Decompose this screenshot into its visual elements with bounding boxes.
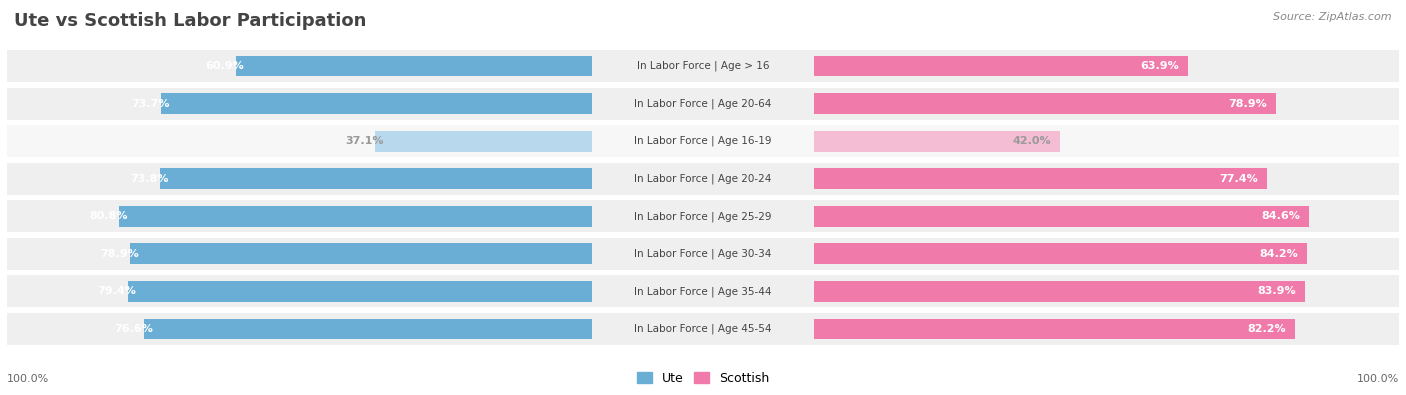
Bar	[814, 206, 1309, 227]
Bar	[128, 281, 592, 302]
Text: In Labor Force | Age 45-54: In Labor Force | Age 45-54	[634, 324, 772, 334]
Bar	[7, 163, 592, 195]
Text: 76.6%: 76.6%	[114, 324, 153, 334]
Bar	[814, 50, 1399, 82]
Bar	[592, 163, 814, 195]
Bar	[120, 206, 592, 227]
Text: 73.7%: 73.7%	[131, 99, 170, 109]
Text: 82.2%: 82.2%	[1247, 324, 1286, 334]
Bar	[592, 313, 814, 345]
Bar	[592, 88, 814, 120]
Text: Source: ZipAtlas.com: Source: ZipAtlas.com	[1274, 12, 1392, 22]
Bar	[814, 168, 1267, 189]
Text: In Labor Force | Age > 16: In Labor Force | Age > 16	[637, 61, 769, 71]
Bar	[814, 88, 1399, 120]
Bar	[7, 238, 592, 270]
Text: 84.6%: 84.6%	[1261, 211, 1301, 221]
Text: Ute vs Scottish Labor Participation: Ute vs Scottish Labor Participation	[14, 12, 367, 30]
Text: 80.8%: 80.8%	[90, 211, 128, 221]
Bar	[814, 56, 1188, 77]
Bar	[592, 275, 814, 307]
Bar	[814, 275, 1399, 307]
Legend: Ute, Scottish: Ute, Scottish	[637, 372, 769, 385]
Bar	[814, 318, 1295, 339]
Bar	[7, 313, 592, 345]
Bar	[814, 238, 1399, 270]
Bar	[814, 243, 1306, 264]
Bar	[375, 131, 592, 152]
Text: 78.9%: 78.9%	[100, 249, 139, 259]
Bar	[143, 318, 592, 339]
Text: 63.9%: 63.9%	[1140, 61, 1180, 71]
Text: 37.1%: 37.1%	[344, 136, 384, 146]
Bar	[814, 93, 1275, 114]
Bar	[131, 243, 592, 264]
Text: In Labor Force | Age 35-44: In Labor Force | Age 35-44	[634, 286, 772, 297]
Bar	[7, 275, 592, 307]
Text: 79.4%: 79.4%	[97, 286, 136, 296]
Text: In Labor Force | Age 16-19: In Labor Force | Age 16-19	[634, 136, 772, 147]
Text: In Labor Force | Age 20-64: In Labor Force | Age 20-64	[634, 98, 772, 109]
Text: In Labor Force | Age 25-29: In Labor Force | Age 25-29	[634, 211, 772, 222]
Text: In Labor Force | Age 30-34: In Labor Force | Age 30-34	[634, 248, 772, 259]
Bar	[236, 56, 592, 77]
Text: 78.9%: 78.9%	[1227, 99, 1267, 109]
Text: 42.0%: 42.0%	[1012, 136, 1052, 146]
Text: 83.9%: 83.9%	[1257, 286, 1296, 296]
Bar	[592, 50, 814, 82]
Text: 100.0%: 100.0%	[7, 374, 49, 384]
Bar	[7, 50, 592, 82]
Text: 60.9%: 60.9%	[205, 61, 245, 71]
Bar	[592, 200, 814, 232]
Bar	[814, 125, 1399, 157]
Text: 73.8%: 73.8%	[131, 174, 169, 184]
Bar	[814, 313, 1399, 345]
Bar	[7, 200, 592, 232]
Text: 77.4%: 77.4%	[1219, 174, 1258, 184]
Text: 100.0%: 100.0%	[1357, 374, 1399, 384]
Bar	[7, 125, 592, 157]
Bar	[814, 281, 1305, 302]
Text: In Labor Force | Age 20-24: In Labor Force | Age 20-24	[634, 173, 772, 184]
Bar	[592, 238, 814, 270]
Bar	[7, 88, 592, 120]
Bar	[814, 131, 1060, 152]
Bar	[592, 125, 814, 157]
Bar	[160, 93, 592, 114]
Bar	[814, 200, 1399, 232]
Bar	[160, 168, 592, 189]
Text: 84.2%: 84.2%	[1258, 249, 1298, 259]
Bar	[814, 163, 1399, 195]
